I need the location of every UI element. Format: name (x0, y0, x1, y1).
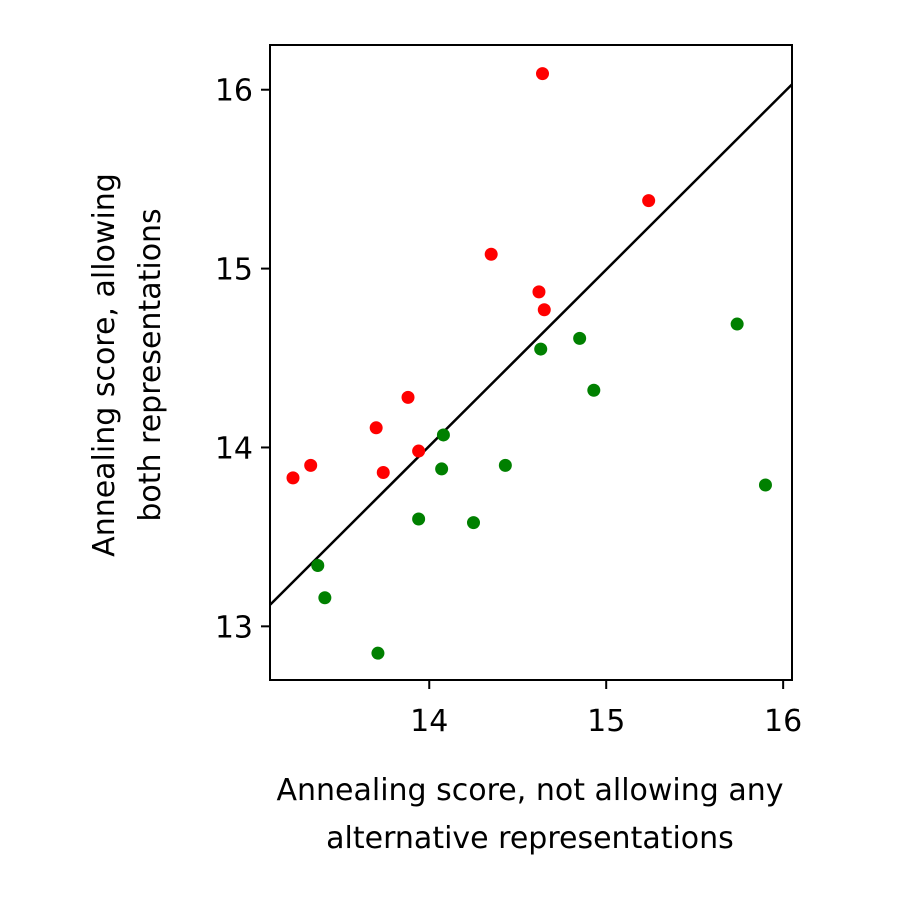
data-point (376, 466, 390, 480)
plot-content (269, 67, 793, 660)
data-point (536, 67, 550, 81)
y-tick-label: 14 (215, 431, 253, 466)
data-point (412, 512, 426, 526)
x-axis-label-line-2: alternative representations (326, 821, 734, 856)
data-point (369, 421, 383, 435)
data-point (371, 646, 385, 660)
x-tick-label: 15 (587, 704, 625, 739)
data-point (537, 303, 551, 317)
y-axis-label-line-1: Annealing score, allowing (87, 173, 122, 557)
reference-line (269, 83, 793, 606)
data-point (484, 247, 498, 261)
data-point (466, 516, 480, 530)
data-point (532, 285, 546, 299)
data-point (498, 458, 512, 472)
data-point (304, 458, 318, 472)
data-point (730, 317, 744, 331)
data-point (401, 390, 415, 404)
x-tick-label: 16 (764, 704, 802, 739)
data-point (318, 591, 332, 605)
y-axis-ticks: 13 14 15 16 (215, 74, 270, 645)
x-tick-label: 14 (410, 704, 448, 739)
y-axis-label-line-2: both representations (133, 208, 168, 521)
data-point (642, 194, 656, 208)
data-point (573, 331, 587, 345)
plot-frame (269, 44, 793, 681)
data-point (534, 342, 548, 356)
y-tick-label: 13 (215, 610, 253, 645)
x-axis-ticks: 14 15 16 (410, 680, 802, 739)
data-point (435, 462, 449, 476)
data-point (436, 428, 450, 442)
data-point (587, 383, 601, 397)
data-point (412, 444, 426, 458)
y-tick-label: 15 (215, 253, 253, 288)
x-axis-label-line-1: Annealing score, not allowing any (276, 773, 783, 808)
data-point (311, 559, 325, 573)
data-point (758, 478, 772, 492)
y-tick-label: 16 (215, 74, 253, 109)
data-point (286, 471, 300, 485)
